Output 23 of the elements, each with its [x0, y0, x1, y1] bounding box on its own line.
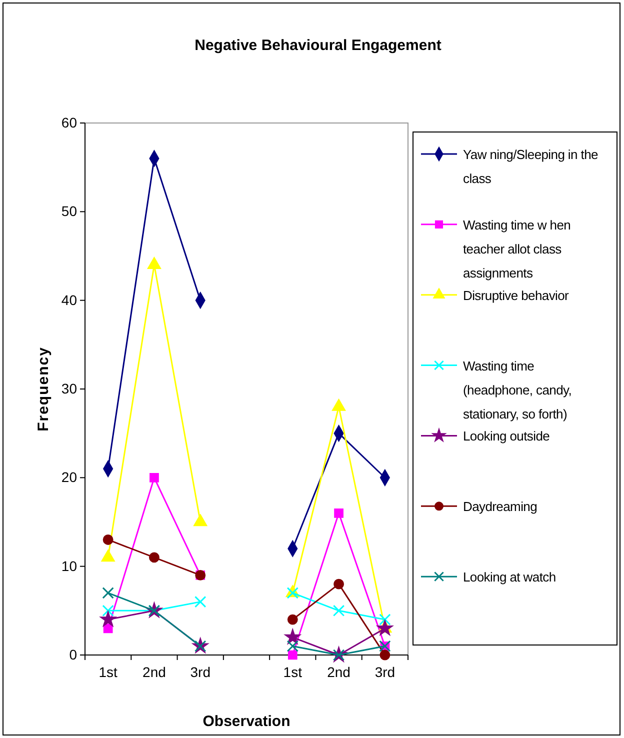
x-tick-label: 2nd — [142, 664, 166, 680]
legend-label: Wasting time (headphone, candy, stationary, so forth) — [463, 358, 572, 422]
y-axis-title: Frequency — [35, 346, 52, 432]
legend-label: Wasting time w hen teacher allot class assignments — [463, 217, 571, 280]
y-tick-label: 30 — [61, 380, 78, 396]
x-tick-label: 1st — [98, 664, 118, 680]
x-tick-label: 1st — [283, 664, 302, 680]
legend-label: Yaw ning/Sleeping in the class — [463, 147, 598, 186]
y-tick-label: 50 — [61, 203, 78, 220]
y-tick-label: 60 — [61, 114, 78, 130]
y-tick-label: 20 — [61, 469, 78, 486]
x-axis-title: Observation — [202, 713, 290, 730]
chart-title: Negative Behavioural Engagement — [194, 37, 442, 54]
legend-label: Daydreaming — [463, 499, 538, 514]
legend-label: Looking outside — [463, 428, 550, 444]
x-tick-label: 3rd — [190, 664, 210, 680]
legend-label: Disruptive behavior — [463, 288, 570, 303]
y-tick-label: 40 — [61, 292, 78, 308]
y-tick-label: 0 — [69, 646, 78, 662]
x-tick-label: 2nd — [327, 664, 350, 680]
x-tick-label: 3rd — [374, 664, 396, 680]
y-tick-label: 10 — [61, 558, 78, 574]
legend-label: Looking at watch — [463, 570, 556, 585]
